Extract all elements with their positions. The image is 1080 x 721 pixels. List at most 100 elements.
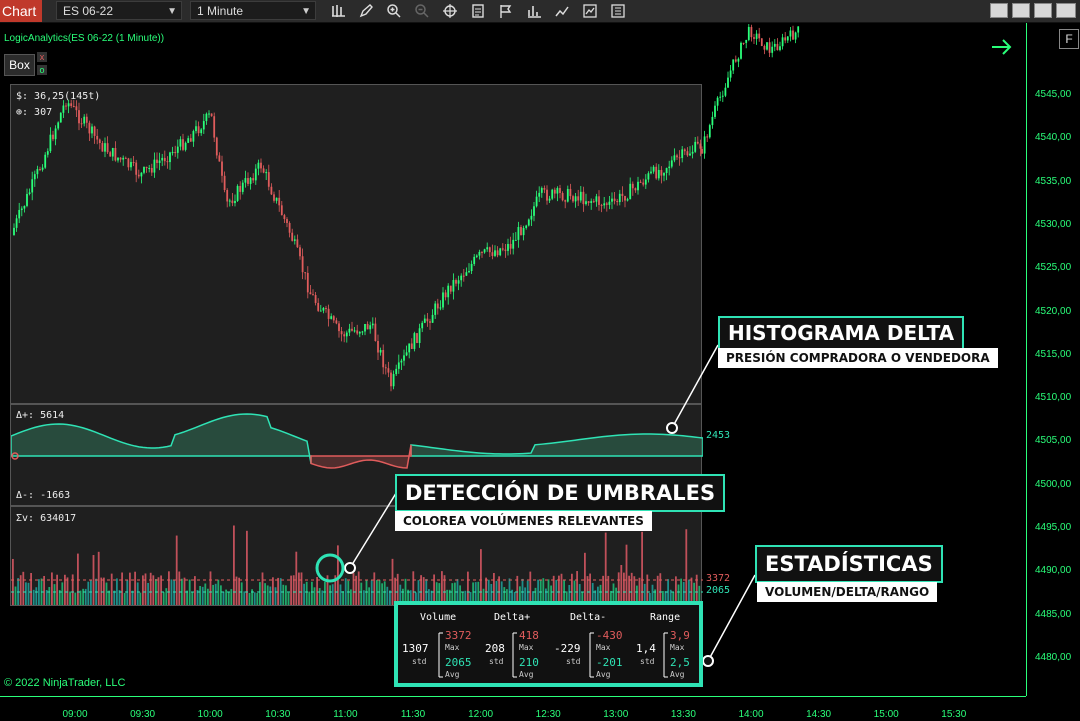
volume-avg-label: 2065 bbox=[706, 585, 731, 596]
candle-body bbox=[364, 323, 366, 332]
volume-bar bbox=[292, 575, 295, 605]
candle-body bbox=[306, 272, 309, 293]
candle-body bbox=[70, 103, 73, 106]
delta-negative-area bbox=[310, 444, 412, 469]
volume-bar bbox=[225, 589, 227, 605]
volume-bar bbox=[638, 577, 641, 605]
volume-bar bbox=[571, 573, 573, 605]
candle-body bbox=[23, 205, 26, 209]
price-panel[interactable]: $: 36,25(145t) ⊕: 307 bbox=[10, 84, 702, 404]
volume-bar bbox=[669, 589, 672, 605]
volume-bar bbox=[576, 571, 578, 605]
data-box-icon[interactable] bbox=[468, 1, 488, 21]
candle-body bbox=[228, 200, 231, 202]
candle-body bbox=[608, 201, 611, 205]
time-tick-label: 12:30 bbox=[535, 709, 561, 720]
candle-body bbox=[559, 188, 561, 193]
volume-bar bbox=[695, 574, 698, 605]
volume-bar bbox=[27, 582, 30, 605]
strategy-icon[interactable] bbox=[608, 1, 628, 21]
candle-body bbox=[569, 188, 572, 197]
flag-icon[interactable] bbox=[496, 1, 516, 21]
restore-button[interactable] bbox=[1012, 3, 1030, 18]
price-tick-label: 4525,00 bbox=[1035, 262, 1072, 274]
candle-body bbox=[176, 146, 179, 153]
volume-bar bbox=[246, 530, 248, 605]
volume-bar bbox=[209, 571, 212, 605]
volume-bar bbox=[136, 582, 139, 605]
candle-body bbox=[101, 143, 104, 152]
bar-chart-icon[interactable] bbox=[524, 1, 544, 21]
candle-body bbox=[44, 154, 47, 168]
volume-bar bbox=[438, 583, 441, 605]
candle-body bbox=[356, 330, 359, 334]
indicators-icon[interactable] bbox=[580, 1, 600, 21]
volume-bar bbox=[25, 582, 27, 605]
statistics-box: Volume Delta+ Delta- Range 1307 std 3372… bbox=[394, 601, 703, 687]
volume-bar bbox=[12, 558, 14, 605]
volume-bar bbox=[272, 577, 274, 605]
zoom-in-icon[interactable] bbox=[384, 1, 404, 21]
volume-bar bbox=[121, 572, 123, 605]
stats-volume-avg: 2065 bbox=[445, 656, 472, 669]
volume-bar bbox=[584, 552, 586, 605]
candle-body bbox=[686, 151, 689, 156]
volume-bar bbox=[623, 572, 625, 605]
candle-body bbox=[382, 350, 385, 368]
candle-body bbox=[275, 197, 278, 201]
chart-tab[interactable]: Chart bbox=[0, 0, 42, 22]
maximize-button[interactable] bbox=[1034, 3, 1052, 18]
candle-body bbox=[98, 139, 101, 144]
candle-body bbox=[629, 183, 632, 200]
candle-body bbox=[80, 123, 83, 125]
volume-bar bbox=[480, 549, 482, 605]
volume-bar bbox=[365, 580, 368, 605]
line-chart-icon[interactable] bbox=[552, 1, 572, 21]
candlestick-chart bbox=[13, 99, 702, 392]
candle-body bbox=[247, 178, 249, 184]
time-axis[interactable]: 09:00 09:30 10:00 10:30 11:00 11:30 12:00 12:30… bbox=[0, 696, 1026, 721]
stats-std-label: std bbox=[640, 657, 655, 666]
volume-bar bbox=[537, 579, 539, 605]
volume-bar bbox=[56, 574, 58, 605]
instrument-selector[interactable]: ES 06-22 ▼ bbox=[56, 1, 182, 20]
volume-bar bbox=[77, 553, 79, 605]
candle-body bbox=[475, 255, 478, 257]
candle-body bbox=[322, 307, 325, 311]
volume-bar bbox=[519, 586, 521, 605]
volume-bar bbox=[282, 584, 285, 605]
volume-bar bbox=[305, 581, 308, 605]
box-button[interactable]: Box bbox=[4, 54, 35, 76]
candle-body bbox=[278, 197, 281, 206]
candle-body bbox=[36, 169, 39, 175]
volume-bar bbox=[469, 591, 472, 605]
price-axis[interactable]: F 4545,00 4540,00 4535,00 4530,00 4525,00 452… bbox=[1027, 23, 1080, 696]
toggle-box-icon[interactable]: o bbox=[37, 65, 47, 75]
pencil-icon[interactable] bbox=[356, 1, 376, 21]
candle-body bbox=[41, 167, 44, 170]
delta-panel[interactable]: Δ+: 5614 Δ-: -1663 bbox=[10, 404, 703, 506]
zoom-out-icon[interactable] bbox=[412, 1, 432, 21]
candle-body bbox=[517, 227, 520, 240]
arrow-right-icon[interactable] bbox=[990, 37, 1014, 57]
candle-body bbox=[405, 352, 408, 356]
panel-f-button[interactable]: F bbox=[1059, 29, 1079, 49]
close-box-icon[interactable]: x bbox=[37, 52, 47, 62]
volume-bar bbox=[71, 574, 74, 605]
minimize-button[interactable] bbox=[990, 3, 1008, 18]
volume-bar bbox=[227, 591, 230, 605]
candle-body bbox=[465, 272, 468, 276]
volume-bar bbox=[550, 585, 552, 605]
close-button[interactable] bbox=[1056, 3, 1076, 18]
price-info: $: 36,25(145t) bbox=[16, 91, 101, 102]
interval-selector[interactable]: 1 Minute ▼ bbox=[190, 1, 316, 20]
crosshair-icon[interactable] bbox=[440, 1, 460, 21]
candle-body bbox=[124, 157, 127, 159]
volume-bar bbox=[347, 580, 350, 605]
candle-body bbox=[613, 198, 616, 201]
candle-body bbox=[312, 294, 314, 296]
candle-body bbox=[525, 225, 528, 229]
bars-type-icon[interactable] bbox=[328, 1, 348, 21]
candle-body bbox=[283, 215, 286, 220]
volume-bar bbox=[152, 575, 155, 605]
